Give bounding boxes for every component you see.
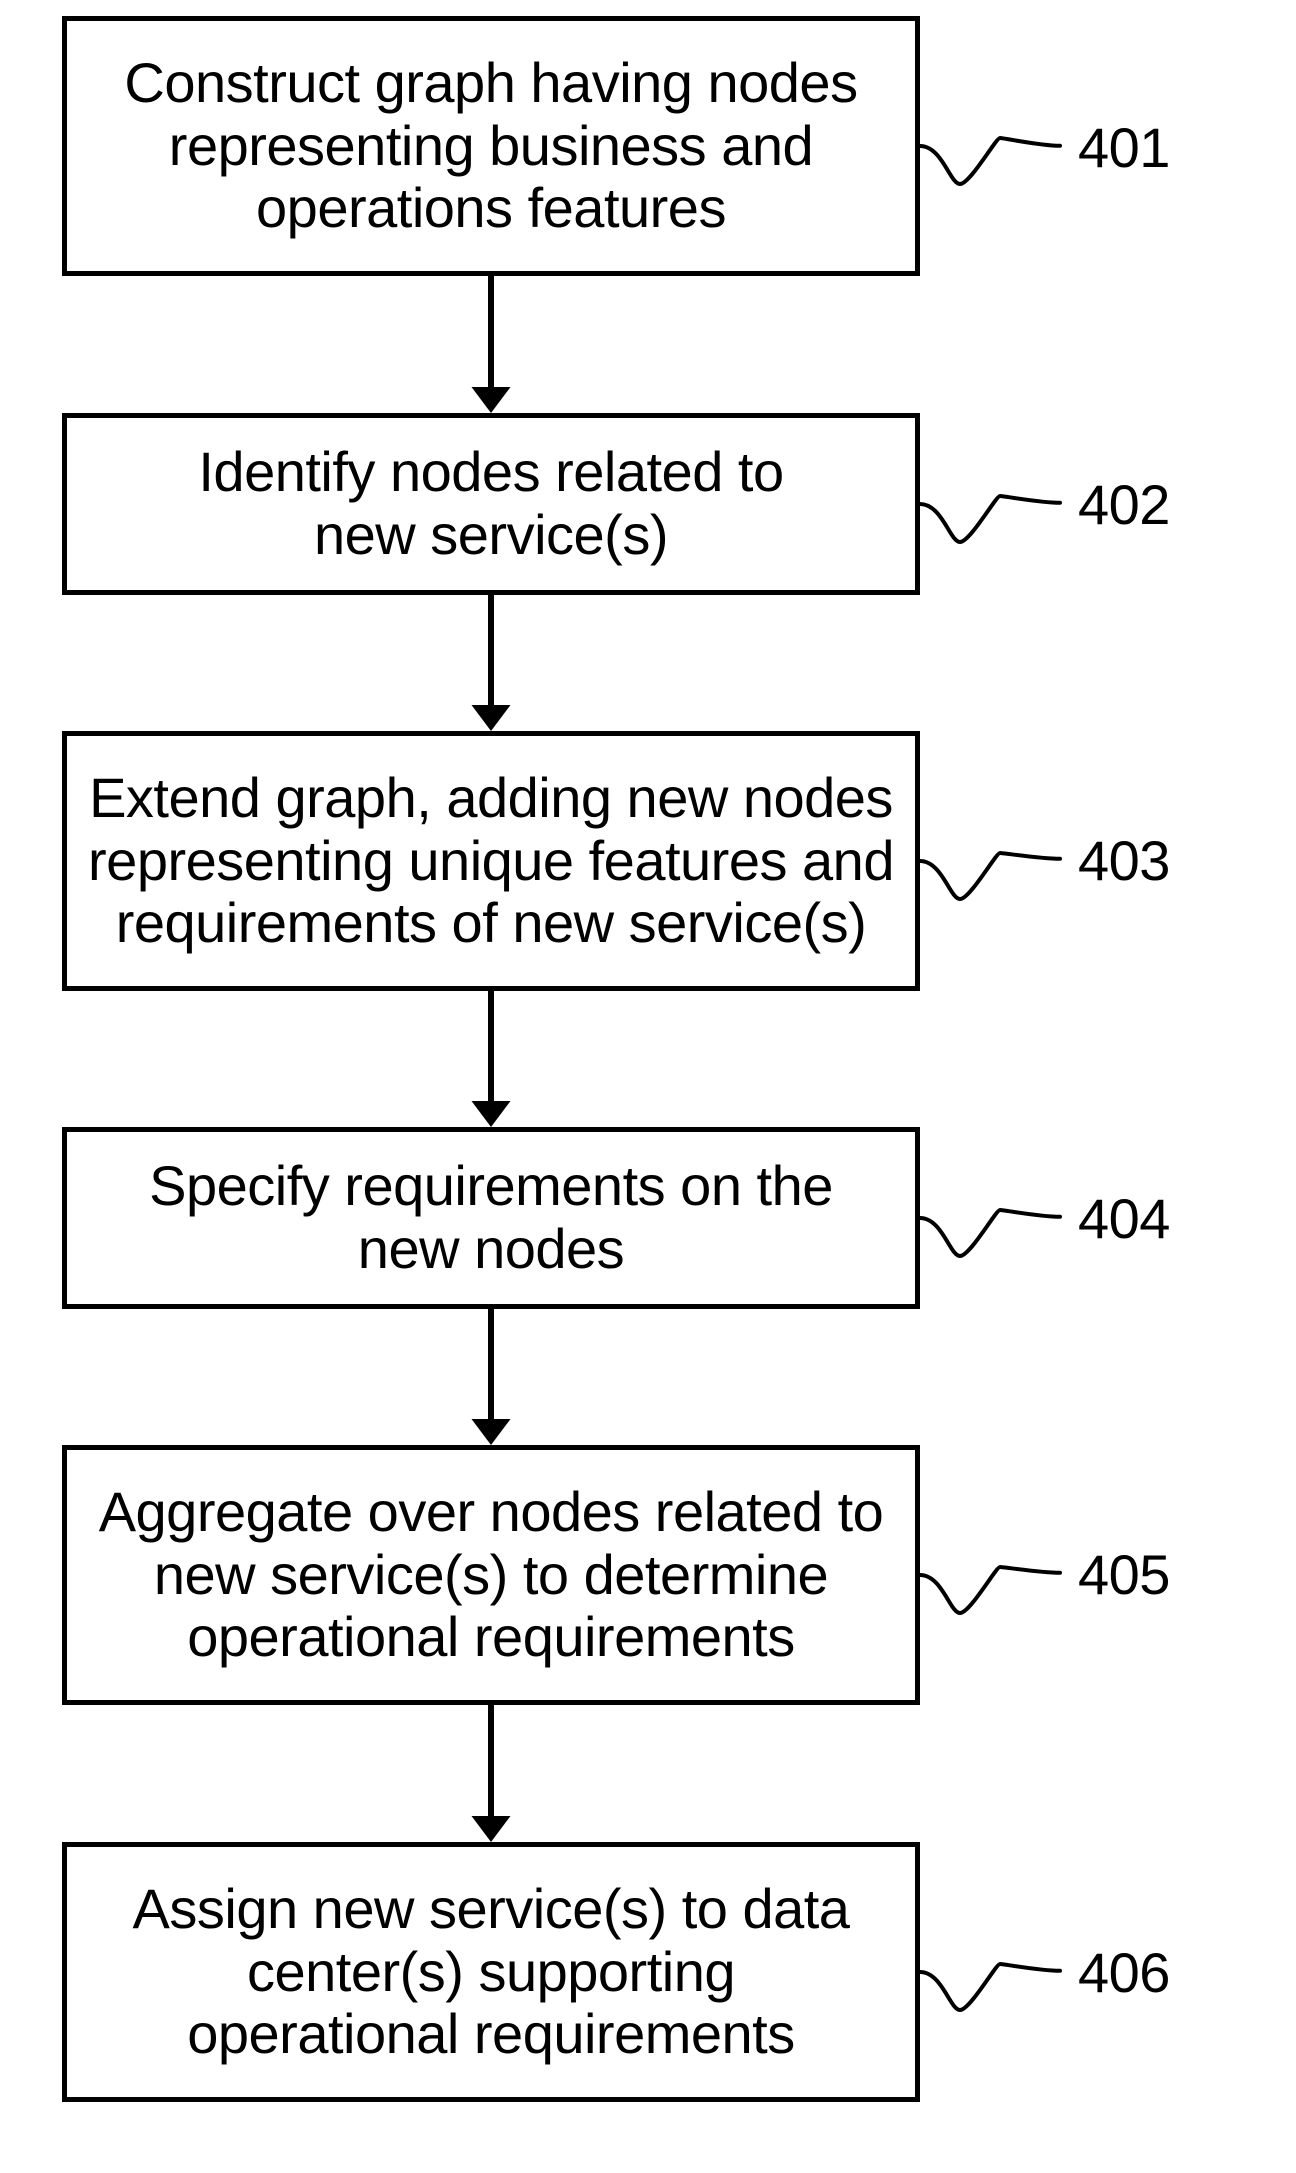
flow-step-label: 401 [1078, 115, 1170, 180]
flow-arrow-head [472, 1816, 511, 1842]
flow-node-text: Construct graph having nodes representin… [124, 52, 857, 240]
label-leader [920, 496, 1060, 542]
label-leader [920, 1210, 1060, 1256]
flow-node: Identify nodes related to new service(s) [62, 413, 920, 595]
flow-node: Specify requirements on the new nodes [62, 1127, 920, 1309]
label-leader [920, 138, 1060, 184]
label-leader [920, 853, 1060, 899]
flowchart-canvas: Construct graph having nodes representin… [0, 0, 1296, 2173]
label-leader [920, 1567, 1060, 1613]
flow-node-text: Specify requirements on the new nodes [149, 1155, 833, 1280]
flow-step-label: 403 [1078, 828, 1170, 893]
flow-node-text: Identify nodes related to new service(s) [198, 441, 783, 566]
flow-node-text: Assign new service(s) to data center(s) … [133, 1878, 850, 2066]
flow-arrow-head [472, 1419, 511, 1445]
flow-node: Extend graph, adding new nodes represent… [62, 731, 920, 991]
flow-node-text: Extend graph, adding new nodes represent… [88, 767, 894, 955]
flow-node: Construct graph having nodes representin… [62, 16, 920, 276]
flow-node-text: Aggregate over nodes related to new serv… [99, 1481, 884, 1669]
label-leader [920, 1964, 1060, 2010]
flow-arrow-head [472, 1101, 511, 1127]
flow-node: Assign new service(s) to data center(s) … [62, 1842, 920, 2102]
flow-arrow-head [472, 387, 511, 413]
flow-step-label: 405 [1078, 1542, 1170, 1607]
flow-node: Aggregate over nodes related to new serv… [62, 1445, 920, 1705]
flow-arrow-head [472, 705, 511, 731]
flow-step-label: 402 [1078, 472, 1170, 537]
flow-step-label: 404 [1078, 1186, 1170, 1251]
flow-step-label: 406 [1078, 1940, 1170, 2005]
